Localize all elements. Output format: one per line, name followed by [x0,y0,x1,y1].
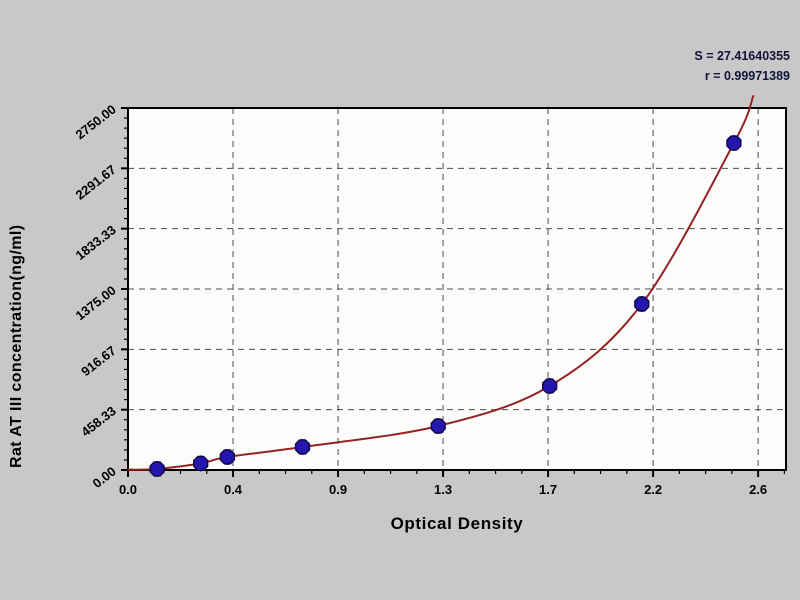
x-axis-title: Optical Density [390,514,524,533]
data-point-marker [542,378,558,394]
data-point-marker [149,461,165,477]
data-point-marker [430,418,446,434]
x-tick-label: 0.9 [329,482,347,497]
fit-s-value: S = 27.41640355 [694,49,790,63]
data-point-marker [193,455,209,472]
x-tick-label: 0.0 [119,482,137,497]
y-tick-label: 2291.67 [73,162,119,203]
y-tick-label: 458.33 [78,403,119,439]
data-point-marker [219,449,236,465]
x-tick-label: 2.2 [644,482,662,497]
data-point-marker [634,296,650,312]
y-tick-label: 0.00 [90,464,119,491]
y-axis-title: Rat AT III concentration(ng/ml) [8,224,25,468]
x-tick-label: 1.3 [434,482,452,497]
data-point-marker [726,135,742,151]
x-tick-label: 2.6 [749,482,767,497]
x-tick-label: 1.7 [539,482,557,497]
y-tick-label: 1375.00 [73,283,119,324]
data-point-marker [294,439,311,455]
fit-statistics: S = 27.41640355 r = 0.99971389 [694,46,790,86]
plot-background [128,108,786,470]
fit-r-value: r = 0.99971389 [704,69,790,83]
y-tick-label: 2750.00 [73,102,119,143]
x-tick-label: 0.4 [224,482,243,497]
y-tick-label: 916.67 [78,343,119,379]
y-tick-label: 1833.33 [73,222,119,263]
